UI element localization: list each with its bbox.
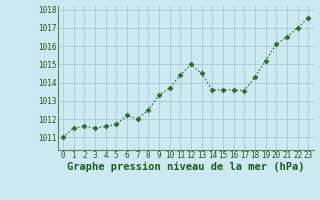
- X-axis label: Graphe pression niveau de la mer (hPa): Graphe pression niveau de la mer (hPa): [67, 162, 304, 172]
